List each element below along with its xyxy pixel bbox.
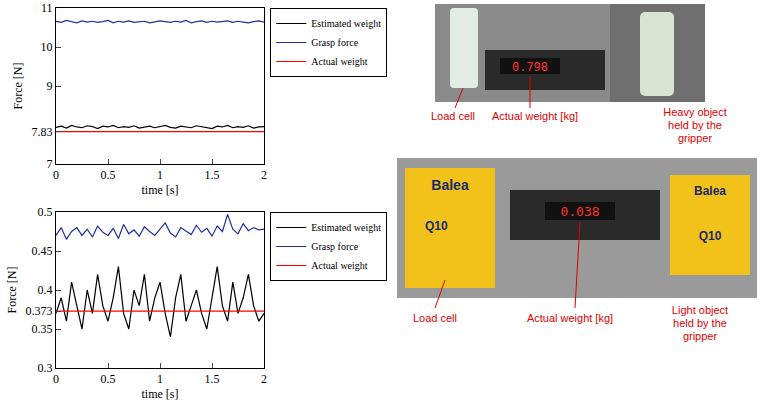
svg-text:Actual weight [kg]: Actual weight [kg] [527,312,613,324]
svg-text:Grasp force: Grasp force [311,241,358,252]
svg-text:Force [N]: Force [N] [5,267,19,314]
svg-text:Load cell: Load cell [431,110,475,122]
svg-text:0: 0 [53,168,59,182]
svg-text:0.798: 0.798 [512,60,548,74]
svg-text:Balea: Balea [694,184,726,198]
svg-text:Force [N]: Force [N] [11,63,25,110]
svg-text:0.4: 0.4 [38,283,53,297]
svg-text:7.83: 7.83 [32,125,53,139]
svg-text:Actual weight: Actual weight [311,56,368,67]
svg-text:Estimated weight: Estimated weight [311,222,381,233]
svg-text:Light objectheld by thegripper: Light objectheld by thegripper [672,304,728,342]
svg-text:time [s]: time [s] [142,387,179,401]
svg-text:0.373: 0.373 [26,304,53,318]
svg-text:Q10: Q10 [699,229,722,243]
svg-text:Load cell: Load cell [413,312,457,324]
svg-text:1.5: 1.5 [205,372,220,386]
svg-text:0.35: 0.35 [32,322,53,336]
svg-text:Balea: Balea [431,177,469,193]
svg-text:time [s]: time [s] [142,183,179,197]
svg-text:0.038: 0.038 [560,204,599,219]
svg-text:0.5: 0.5 [38,205,53,219]
svg-text:0.3: 0.3 [38,361,53,375]
svg-text:11: 11 [41,1,53,15]
svg-text:0.5: 0.5 [101,372,116,386]
svg-text:0.45: 0.45 [32,244,53,258]
svg-text:1.5: 1.5 [205,168,220,182]
svg-text:1: 1 [157,168,163,182]
svg-text:10: 10 [41,40,53,54]
svg-text:Actual weight: Actual weight [311,260,368,271]
svg-text:0: 0 [53,372,59,386]
svg-text:Estimated weight: Estimated weight [311,18,381,29]
svg-text:2: 2 [261,372,267,386]
svg-text:Heavy objectheld by thegripper: Heavy objectheld by thegripper [663,106,727,144]
svg-text:2: 2 [261,168,267,182]
svg-text:7: 7 [47,157,53,171]
svg-text:1: 1 [157,372,163,386]
svg-text:Grasp force: Grasp force [311,37,358,48]
svg-text:Actual weight [kg]: Actual weight [kg] [492,110,578,122]
svg-text:Q10: Q10 [425,219,448,233]
svg-text:9: 9 [47,79,53,93]
svg-text:0.5: 0.5 [101,168,116,182]
